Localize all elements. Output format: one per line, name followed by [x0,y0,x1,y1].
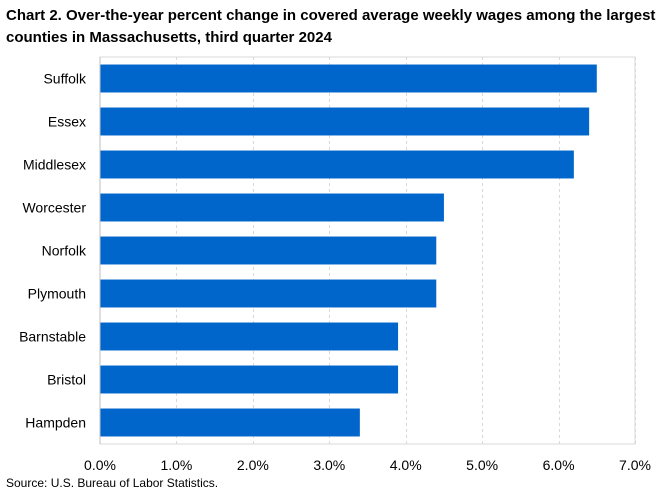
x-tick-label: 0.0% [84,457,116,473]
x-tick-label: 2.0% [237,457,269,473]
category-label: Worcester [22,200,86,216]
x-tick-label: 1.0% [160,457,192,473]
category-label: Essex [48,114,86,130]
category-label: Norfolk [42,243,87,259]
bar-bristol [100,365,399,394]
chart-title: Chart 2. Over-the-year percent change in… [6,7,656,46]
bar-hampden [100,408,360,437]
x-tick-labels: 0.0% 1.0% 2.0% 3.0% 4.0% 5.0% 6.0% 7.0% [84,457,651,473]
category-label: Suffolk [43,71,87,87]
x-tick-label: 6.0% [543,457,575,473]
category-label: Plymouth [28,286,86,302]
x-tick-label: 7.0% [619,457,651,473]
bar-barnstable [100,322,399,351]
x-tick-label: 4.0% [390,457,422,473]
bar-middlesex [100,150,574,179]
category-label: Hampden [25,415,86,431]
x-tick-label: 5.0% [466,457,498,473]
bar-essex [100,107,590,136]
category-label: Barnstable [19,329,86,345]
bars [100,64,597,437]
category-label: Bristol [47,372,86,388]
source-note: Source: U.S. Bureau of Labor Statistics. [6,476,219,490]
category-labels: Suffolk Essex Middlesex Worcester Norfolk Ply… [19,71,87,431]
bar-plymouth [100,279,437,308]
category-label: Middlesex [23,157,86,173]
bar-suffolk [100,64,597,93]
x-tick-label: 3.0% [313,457,345,473]
bar-norfolk [100,236,437,265]
bar-worcester [100,193,444,222]
